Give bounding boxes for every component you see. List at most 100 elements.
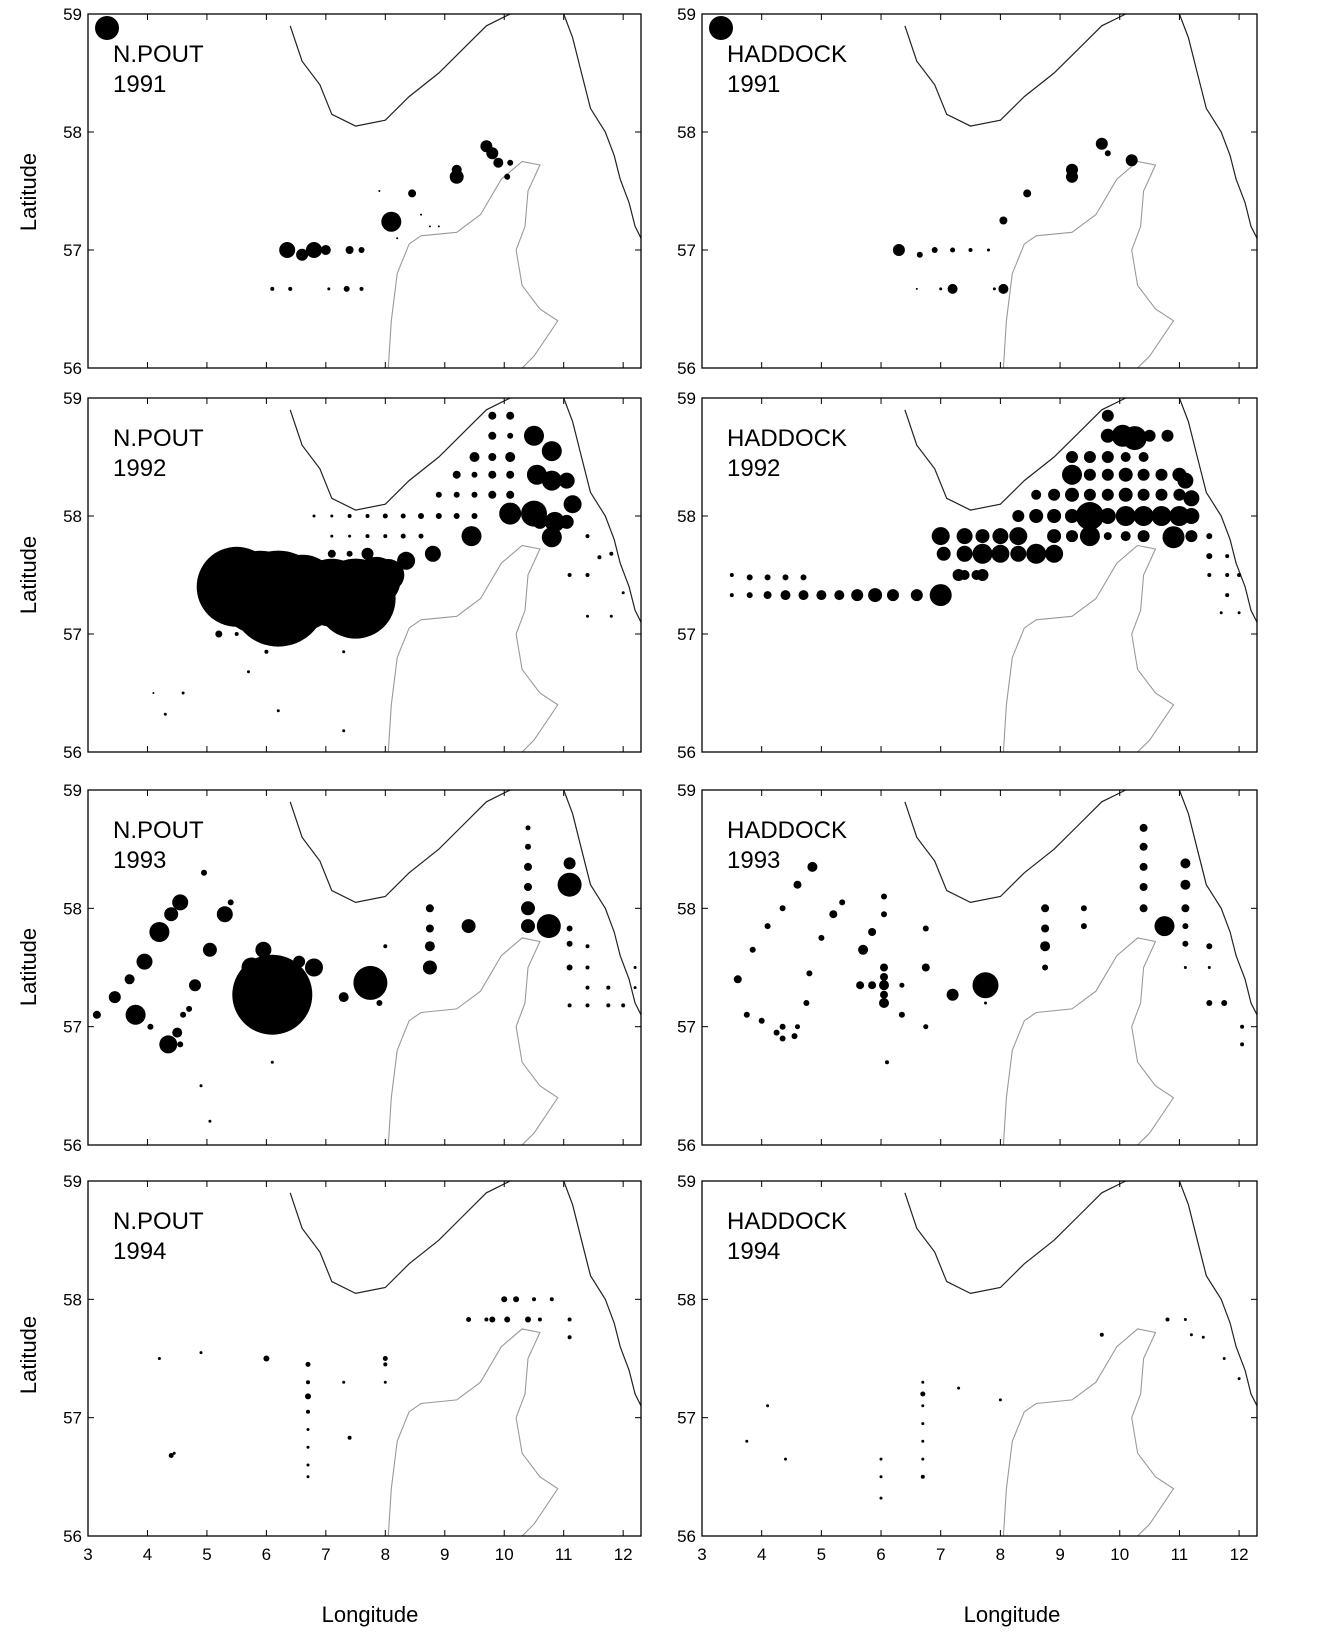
data-point	[506, 490, 515, 499]
data-point	[1083, 451, 1096, 463]
data-point	[915, 287, 918, 290]
data-point	[609, 614, 613, 618]
data-point	[729, 593, 734, 598]
data-point	[929, 584, 952, 607]
data-point	[1099, 1332, 1104, 1337]
coastline-denmark	[1002, 1328, 1175, 1537]
data-point	[466, 1317, 472, 1322]
data-point	[1222, 1357, 1226, 1360]
data-point	[358, 247, 365, 253]
data-point	[320, 245, 331, 255]
data-point	[921, 963, 930, 972]
data-point	[956, 545, 973, 562]
data-point	[288, 286, 293, 291]
data-point	[1045, 544, 1064, 563]
data-point	[1120, 531, 1131, 542]
data-point	[216, 906, 233, 923]
data-point	[1221, 1000, 1228, 1006]
data-point	[1133, 506, 1154, 526]
data-point	[621, 591, 625, 595]
coastline-sweden	[563, 1180, 642, 1407]
data-point	[566, 940, 573, 947]
data-point	[916, 251, 923, 258]
data-point	[879, 980, 889, 991]
data-point	[425, 904, 434, 913]
data-point	[264, 649, 269, 654]
panel-species: N.POUT	[113, 425, 204, 452]
data-point	[1161, 429, 1174, 442]
data-point	[1065, 509, 1079, 523]
data-point	[347, 514, 352, 518]
data-point	[585, 985, 590, 990]
coastline-norway	[904, 397, 1126, 511]
data-point	[537, 1317, 542, 1322]
data-point	[779, 905, 786, 912]
data-point	[1225, 554, 1230, 559]
data-point	[968, 248, 973, 252]
data-point	[471, 471, 478, 478]
plot-frame	[701, 13, 1258, 369]
data-point	[784, 1457, 787, 1461]
data-point	[541, 470, 562, 491]
data-point	[136, 953, 153, 970]
data-point	[532, 514, 547, 529]
data-point	[208, 1119, 212, 1123]
data-point	[992, 528, 1009, 545]
data-point	[1206, 533, 1213, 540]
data-point	[950, 247, 956, 253]
data-point	[342, 729, 346, 733]
y-tick-label: 59	[63, 1172, 82, 1191]
data-point	[168, 1453, 174, 1458]
data-point	[609, 551, 614, 556]
data-point	[270, 286, 275, 291]
data-point	[566, 964, 573, 971]
data-point	[1207, 573, 1212, 577]
data-point	[338, 992, 349, 1003]
y-tick-label: 58	[63, 507, 82, 526]
y-axis-title-row2: Latitude	[16, 536, 41, 614]
data-point	[541, 441, 562, 462]
data-point	[585, 944, 590, 949]
data-point	[501, 1296, 508, 1303]
data-point	[306, 1475, 310, 1479]
data-point	[1182, 923, 1189, 930]
data-point	[1125, 154, 1138, 167]
data-point	[342, 1380, 346, 1384]
y-tick-label: 59	[63, 389, 82, 408]
data-point	[1083, 488, 1096, 501]
data-point	[353, 965, 388, 1000]
data-point	[1240, 1042, 1245, 1047]
data-point	[312, 514, 316, 518]
data-point	[1115, 506, 1136, 526]
data-point	[816, 590, 827, 601]
panel-4: 56 57 58 59 HADDOCK 1992	[677, 389, 1258, 762]
data-point	[1169, 506, 1190, 526]
data-point	[163, 712, 167, 716]
data-point	[782, 574, 789, 581]
data-point	[489, 1316, 496, 1323]
data-point	[524, 425, 544, 446]
data-point	[1139, 842, 1148, 851]
data-point	[566, 925, 573, 932]
data-point	[276, 709, 280, 713]
data-point	[910, 589, 923, 602]
data-point	[484, 1317, 489, 1322]
data-point	[296, 248, 309, 261]
data-point	[921, 1404, 925, 1408]
data-point	[279, 959, 296, 976]
data-point	[764, 574, 771, 581]
data-point	[397, 551, 416, 570]
data-point	[471, 491, 478, 498]
x-tick-label: 10	[1110, 1545, 1129, 1564]
data-point	[305, 1361, 311, 1367]
data-point	[177, 1041, 184, 1048]
panel-year: 1991	[113, 71, 166, 98]
data-point	[381, 211, 402, 232]
y-axis-title-row3: Latitude	[16, 928, 41, 1006]
y-tick-label: 59	[63, 781, 82, 800]
data-point	[544, 511, 565, 532]
coastline-sweden	[1178, 13, 1258, 239]
panel-year: 1991	[727, 71, 780, 98]
data-point	[486, 147, 499, 160]
data-point	[749, 946, 756, 953]
